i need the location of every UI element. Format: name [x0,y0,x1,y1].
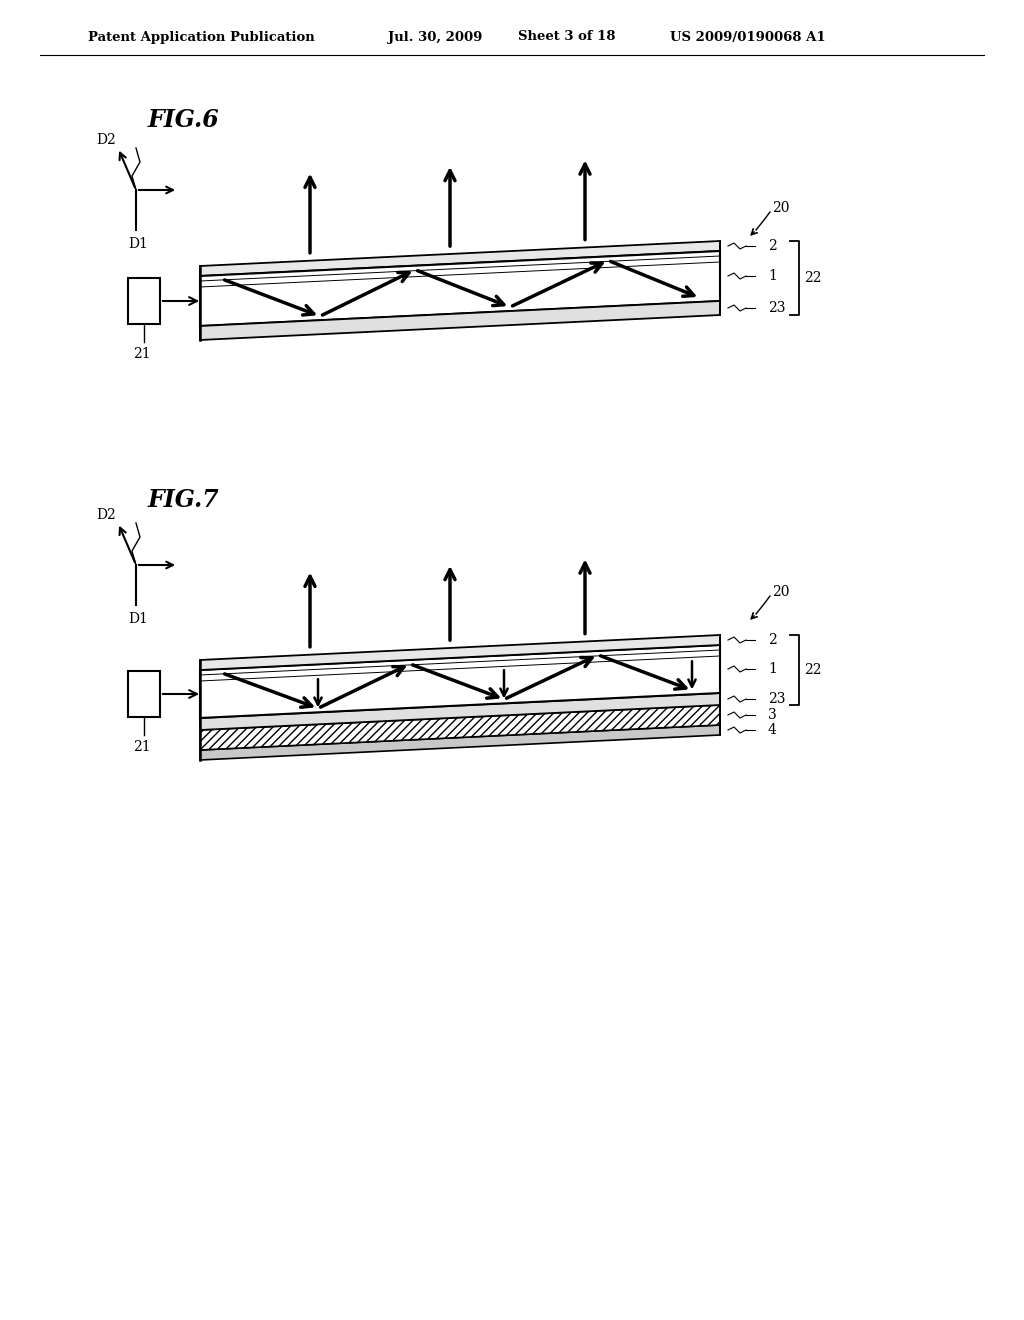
Text: 2: 2 [768,239,777,253]
Text: 21: 21 [133,347,151,360]
Text: 1: 1 [768,663,777,676]
Text: Jul. 30, 2009: Jul. 30, 2009 [388,30,482,44]
Text: 2: 2 [768,634,777,647]
Polygon shape [200,645,720,718]
Text: 20: 20 [772,585,790,599]
Text: 22: 22 [804,271,821,285]
Text: FIG.6: FIG.6 [148,108,220,132]
Bar [128,671,160,717]
Text: D1: D1 [128,612,147,626]
Polygon shape [200,693,720,730]
Text: 22: 22 [804,663,821,677]
Text: 4: 4 [768,723,777,737]
Polygon shape [200,705,720,750]
Polygon shape [200,251,720,326]
Text: 3: 3 [768,708,777,722]
Polygon shape [200,301,720,341]
Polygon shape [200,635,720,671]
Text: Patent Application Publication: Patent Application Publication [88,30,314,44]
Text: 21: 21 [133,741,151,754]
Text: 23: 23 [768,692,785,706]
Text: US 2009/0190068 A1: US 2009/0190068 A1 [670,30,825,44]
Bar [128,279,160,323]
Text: Sheet 3 of 18: Sheet 3 of 18 [518,30,615,44]
Text: D2: D2 [96,133,116,147]
Text: 23: 23 [768,301,785,315]
Text: 1: 1 [768,269,777,282]
Text: D2: D2 [96,508,116,521]
Polygon shape [200,725,720,760]
Text: FIG.7: FIG.7 [148,488,220,512]
Polygon shape [200,242,720,276]
Text: 20: 20 [772,201,790,215]
Text: D1: D1 [128,238,147,251]
